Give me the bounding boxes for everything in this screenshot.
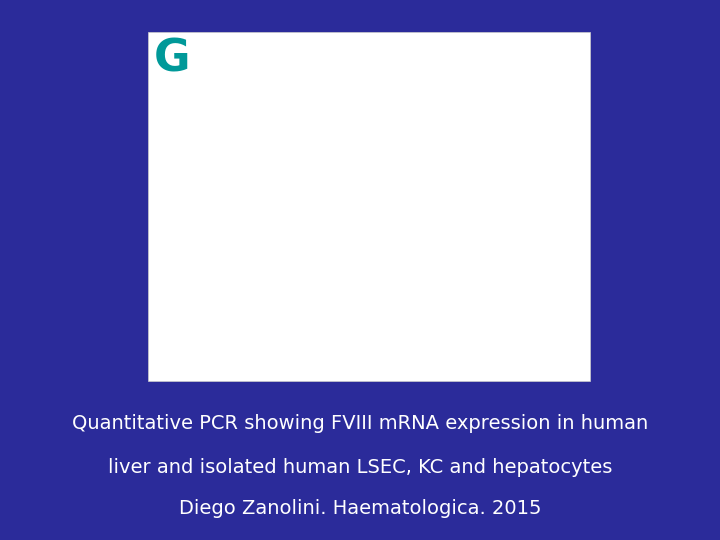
Text: Diego Zanolini. Haematologica. 2015: Diego Zanolini. Haematologica. 2015 — [179, 499, 541, 518]
Text: G: G — [153, 38, 190, 81]
Bar — [500, 325, 543, 359]
Bar — [246, 324, 288, 359]
Bar — [415, 176, 458, 359]
Bar — [330, 336, 373, 359]
Text: Quantitative PCR showing FVIII mRNA expression in human: Quantitative PCR showing FVIII mRNA expr… — [72, 414, 648, 434]
Y-axis label: mRNA FVIII expression (2^-ΔΔct): mRNA FVIII expression (2^-ΔΔct) — [183, 95, 197, 323]
Text: liver and isolated human LSEC, KC and hepatocytes: liver and isolated human LSEC, KC and he… — [108, 457, 612, 477]
